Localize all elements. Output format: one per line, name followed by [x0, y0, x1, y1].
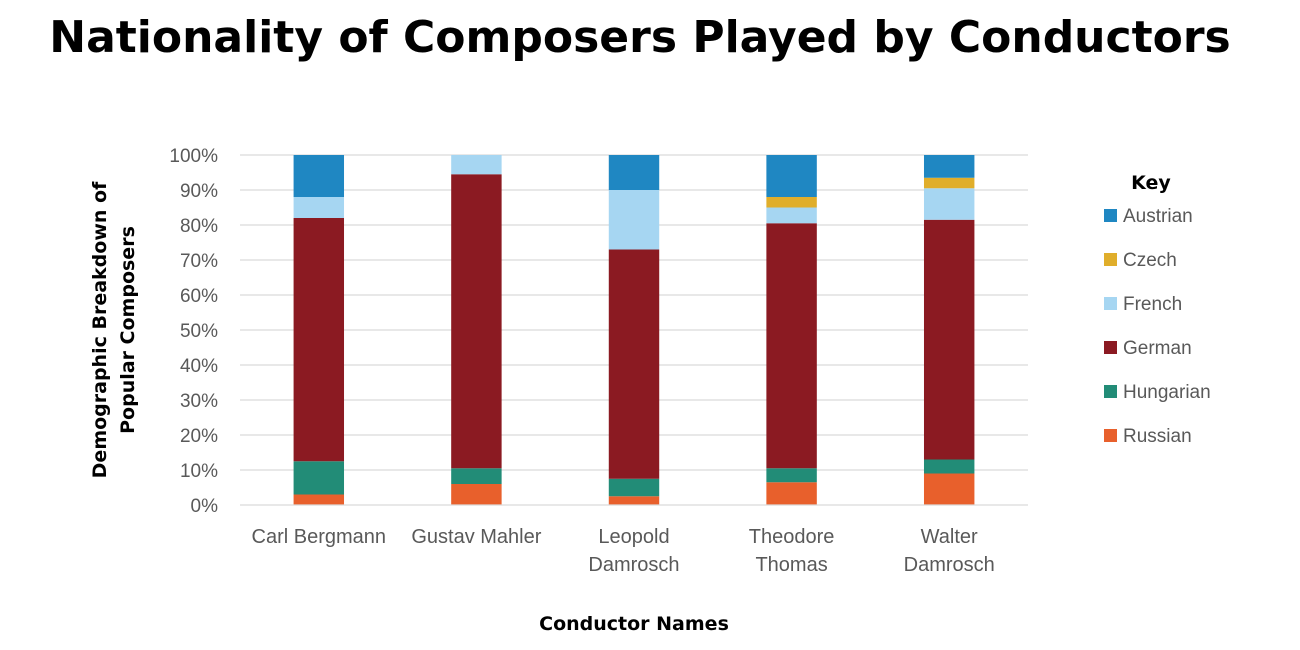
y-tick-label: 100% — [169, 146, 218, 167]
x-category-label: Theodore — [749, 526, 835, 548]
x-category-label: Carl Bergmann — [252, 526, 387, 548]
bar-segment-russian — [451, 484, 502, 505]
legend-swatch-hungarian — [1104, 385, 1117, 398]
y-axis-title-line: Demographic Breakdown of — [89, 181, 111, 478]
y-tick-label: 20% — [180, 426, 218, 447]
bar-segment-german — [608, 249, 660, 479]
bar-segment-german — [923, 219, 975, 460]
y-tick-label: 70% — [180, 251, 218, 272]
x-category-label: Leopold — [598, 526, 669, 548]
bar-segment-french — [923, 188, 975, 220]
bar-segment-czech — [923, 177, 975, 189]
legend-swatch-german — [1104, 341, 1117, 354]
y-tick-label: 50% — [180, 321, 218, 342]
bar-segment-hungarian — [766, 468, 817, 483]
bar-segment-german — [766, 223, 817, 469]
legend-swatch-french — [1104, 297, 1117, 310]
bar-segment-french — [608, 190, 660, 250]
bar-segment-german — [451, 174, 502, 469]
y-tick-label: 40% — [180, 356, 218, 377]
x-category-label: Damrosch — [588, 554, 679, 576]
y-axis-title-line: Popular Composers — [117, 226, 139, 434]
legend: Key Austrian Czech French German Hungarian Rus… — [1104, 172, 1211, 447]
y-tick-label: 60% — [180, 286, 218, 307]
bars — [293, 155, 975, 505]
x-category-label: Thomas — [755, 554, 827, 576]
legend-title: Key — [1131, 172, 1171, 194]
bar-segment-austrian — [923, 155, 975, 178]
bar-segment-french — [293, 197, 345, 218]
bar-segment-russian — [293, 494, 345, 505]
bar-segment-french — [451, 155, 502, 175]
x-axis-title: Conductor Names — [539, 613, 729, 635]
x-axis-categories: Carl Bergmann Gustav Mahler Leopold Damrosc… — [252, 526, 995, 576]
legend-label-czech: Czech — [1123, 250, 1177, 271]
y-tick-label: 30% — [180, 391, 218, 412]
legend-swatch-austrian — [1104, 209, 1117, 222]
y-tick-label: 80% — [180, 216, 218, 237]
chart-title: Nationality of Composers Played by Condu… — [49, 12, 1231, 63]
legend-label-french: French — [1123, 294, 1182, 315]
legend-label-german: German — [1123, 338, 1192, 359]
bar-segment-austrian — [293, 155, 345, 197]
legend-label-austrian: Austrian — [1123, 206, 1193, 227]
y-axis-ticks: 0% 10% 20% 30% 40% 50% 60% 70% 80% 90% 100% — [169, 146, 218, 517]
bar-segment-russian — [608, 496, 660, 505]
bar-segment-russian — [923, 473, 975, 505]
bar-segment-austrian — [608, 155, 660, 190]
x-category-label: Walter — [921, 526, 978, 548]
x-category-label: Gustav Mahler — [411, 526, 541, 548]
bar-segment-hungarian — [293, 461, 345, 495]
bar-segment-german — [293, 218, 345, 462]
bar-segment-french — [766, 207, 817, 224]
bar-segment-russian — [766, 482, 817, 505]
legend-label-russian: Russian — [1123, 426, 1192, 447]
bar-segment-hungarian — [608, 478, 660, 497]
legend-swatch-russian — [1104, 429, 1117, 442]
x-category-label: Damrosch — [904, 554, 995, 576]
bar-segment-hungarian — [923, 459, 975, 474]
bar-segment-austrian — [766, 155, 817, 197]
bar-segment-hungarian — [451, 468, 502, 484]
legend-swatch-czech — [1104, 253, 1117, 266]
y-axis-title: Demographic Breakdown of Popular Composer… — [89, 181, 139, 478]
legend-label-hungarian: Hungarian — [1123, 382, 1211, 403]
y-tick-label: 10% — [180, 461, 218, 482]
y-tick-label: 90% — [180, 181, 218, 202]
y-tick-label: 0% — [191, 496, 219, 517]
bar-segment-czech — [766, 197, 817, 208]
